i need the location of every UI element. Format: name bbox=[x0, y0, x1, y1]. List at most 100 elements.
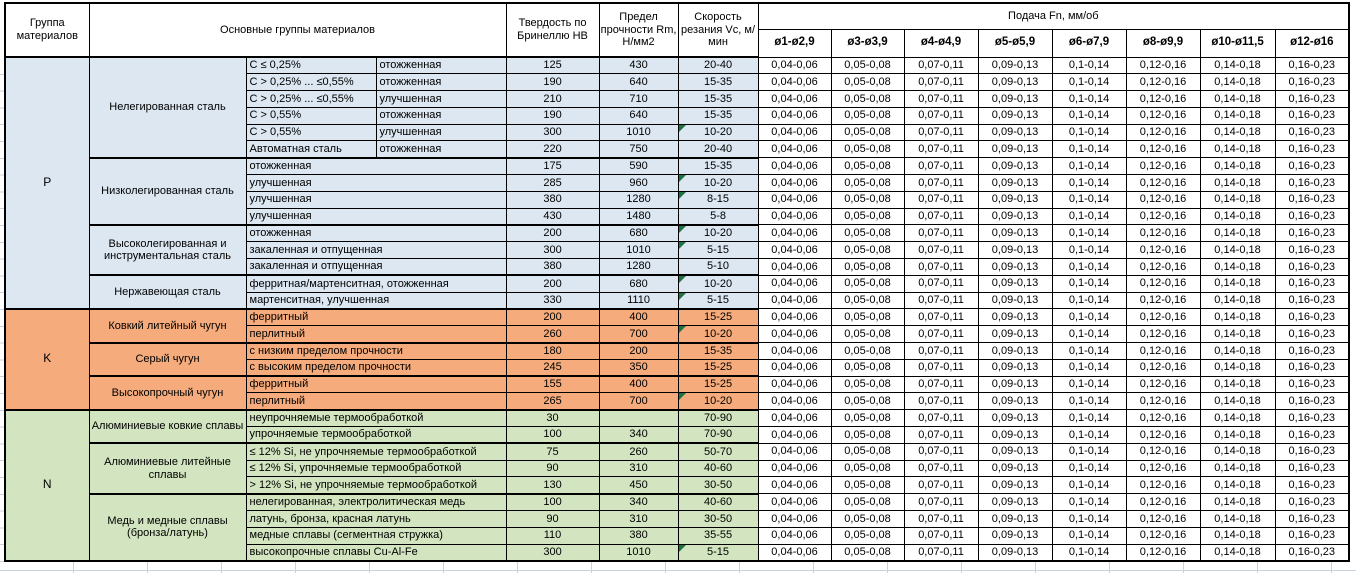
feed-cell[interactable]: 0,05-0,08 bbox=[830, 190, 905, 209]
hb-cell[interactable]: 100 bbox=[505, 492, 600, 512]
hb-cell[interactable]: 190 bbox=[505, 106, 600, 125]
feed-cell[interactable]: 0,07-0,11 bbox=[903, 56, 979, 75]
feed-cell[interactable]: 0,04-0,06 bbox=[757, 358, 832, 377]
feed-cell[interactable]: 0,07-0,11 bbox=[903, 241, 979, 260]
material-condition[interactable]: упрочняемые термообработкой bbox=[245, 426, 507, 444]
feed-cell[interactable]: 0,07-0,11 bbox=[903, 409, 979, 428]
feed-cell[interactable]: 0,04-0,06 bbox=[757, 224, 832, 243]
feed-cell[interactable]: 0,12-0,16 bbox=[1125, 342, 1201, 360]
rm-cell[interactable]: 750 bbox=[598, 140, 679, 159]
feed-cell[interactable]: 0,1-0,14 bbox=[1051, 459, 1127, 478]
vc-cell[interactable]: 8-15 bbox=[677, 190, 759, 209]
feed-cell[interactable]: 0,1-0,14 bbox=[1051, 476, 1127, 495]
feed-cell[interactable]: 0,16-0,23 bbox=[1274, 106, 1350, 125]
hb-cell[interactable]: 200 bbox=[505, 274, 600, 293]
hb-cell[interactable]: 330 bbox=[505, 291, 600, 310]
vc-cell[interactable]: 10-20 bbox=[677, 174, 759, 192]
feed-cell[interactable]: 0,04-0,06 bbox=[757, 174, 832, 192]
feed-cell[interactable]: 0,14-0,18 bbox=[1199, 526, 1276, 545]
feed-cell[interactable]: 0,1-0,14 bbox=[1051, 140, 1127, 159]
feed-cell[interactable]: 0,05-0,08 bbox=[830, 224, 905, 243]
feed-cell[interactable]: 0,07-0,11 bbox=[903, 274, 979, 293]
header-feed-col-3[interactable]: ø4-ø4,9 bbox=[903, 28, 979, 58]
vc-cell[interactable]: 15-25 bbox=[677, 358, 759, 377]
feed-cell[interactable]: 0,05-0,08 bbox=[830, 207, 905, 226]
header-hardness-hb[interactable]: Твердость по Бринеллю HB bbox=[505, 2, 600, 58]
feed-cell[interactable]: 0,16-0,23 bbox=[1274, 274, 1350, 293]
feed-cell[interactable]: 0,14-0,18 bbox=[1199, 409, 1276, 428]
rm-cell[interactable]: 1010 bbox=[598, 123, 679, 142]
feed-cell[interactable]: 0,05-0,08 bbox=[830, 73, 905, 92]
feed-cell[interactable]: 0,14-0,18 bbox=[1199, 476, 1276, 495]
feed-cell[interactable]: 0,04-0,06 bbox=[757, 426, 832, 444]
hb-cell[interactable]: 300 bbox=[505, 123, 600, 142]
material-condition-state[interactable]: улучшенная bbox=[375, 123, 507, 142]
feed-cell[interactable]: 0,04-0,06 bbox=[757, 258, 832, 276]
vc-cell[interactable]: 15-35 bbox=[677, 341, 759, 360]
feed-cell[interactable]: 0,12-0,16 bbox=[1125, 56, 1201, 75]
header-feed-col-5[interactable]: ø6-ø7,9 bbox=[1051, 28, 1127, 58]
feed-cell[interactable]: 0,07-0,11 bbox=[903, 291, 979, 310]
vc-cell[interactable]: 50-70 bbox=[677, 442, 759, 461]
feed-cell[interactable]: 0,07-0,11 bbox=[903, 392, 979, 411]
material-condition[interactable]: ≤ 12% Si, упрочняемые термообработкой bbox=[245, 459, 507, 478]
rm-cell[interactable]: 1280 bbox=[598, 190, 679, 209]
feed-cell[interactable]: 0,09-0,13 bbox=[977, 157, 1053, 176]
feed-cell[interactable]: 0,09-0,13 bbox=[977, 140, 1053, 159]
feed-cell[interactable]: 0,04-0,06 bbox=[757, 459, 832, 478]
feed-cell[interactable]: 0,09-0,13 bbox=[977, 73, 1053, 92]
material-subgroup-name[interactable]: Нелегированная сталь bbox=[88, 56, 247, 159]
vc-cell[interactable]: 40-60 bbox=[677, 492, 759, 512]
material-group-letter[interactable]: N bbox=[4, 408, 90, 562]
material-subgroup-name[interactable]: Алюминиевые ковкие сплавы bbox=[88, 408, 247, 444]
feed-cell[interactable]: 0,1-0,14 bbox=[1051, 325, 1127, 344]
feed-cell[interactable]: 0,09-0,13 bbox=[977, 358, 1053, 377]
feed-cell[interactable]: 0,14-0,18 bbox=[1199, 358, 1276, 377]
feed-cell[interactable]: 0,09-0,13 bbox=[977, 409, 1053, 428]
feed-cell[interactable]: 0,05-0,08 bbox=[830, 258, 905, 276]
feed-cell[interactable]: 0,07-0,11 bbox=[903, 358, 979, 377]
feed-cell[interactable]: 0,12-0,16 bbox=[1125, 73, 1201, 92]
material-group-letter[interactable]: P bbox=[4, 56, 90, 310]
material-condition[interactable]: перлитный bbox=[245, 325, 507, 344]
hb-cell[interactable]: 180 bbox=[505, 341, 600, 360]
feed-cell[interactable]: 0,05-0,08 bbox=[830, 392, 905, 411]
rm-cell[interactable]: 1280 bbox=[598, 258, 679, 276]
feed-cell[interactable]: 0,04-0,06 bbox=[757, 476, 832, 495]
vc-cell[interactable]: 70-90 bbox=[677, 408, 759, 428]
hb-cell[interactable]: 130 bbox=[505, 476, 600, 495]
feed-cell[interactable]: 0,14-0,18 bbox=[1199, 258, 1276, 276]
header-feed-col-1[interactable]: ø1-ø2,9 bbox=[757, 28, 832, 58]
rm-cell[interactable]: 960 bbox=[598, 174, 679, 192]
hb-cell[interactable]: 125 bbox=[505, 56, 600, 75]
feed-cell[interactable]: 0,16-0,23 bbox=[1274, 56, 1350, 75]
vc-cell[interactable]: 5-15 bbox=[677, 241, 759, 260]
feed-cell[interactable]: 0,1-0,14 bbox=[1051, 106, 1127, 125]
material-condition-composition[interactable]: C > 0,25% ... ≤0,55% bbox=[245, 73, 377, 92]
feed-cell[interactable]: 0,07-0,11 bbox=[903, 526, 979, 545]
material-subgroup-name[interactable]: Высоколегированная и инструментальная ст… bbox=[88, 223, 247, 276]
feed-cell[interactable]: 0,07-0,11 bbox=[903, 90, 979, 108]
feed-cell[interactable]: 0,05-0,08 bbox=[830, 526, 905, 545]
feed-cell[interactable]: 0,04-0,06 bbox=[757, 392, 832, 411]
rm-cell[interactable]: 310 bbox=[598, 459, 679, 478]
rm-cell[interactable]: 1110 bbox=[598, 291, 679, 310]
material-condition[interactable]: улучшенная bbox=[245, 174, 507, 192]
feed-cell[interactable]: 0,14-0,18 bbox=[1199, 106, 1276, 125]
rm-cell[interactable]: 430 bbox=[598, 56, 679, 75]
feed-cell[interactable]: 0,12-0,16 bbox=[1125, 190, 1201, 209]
feed-cell[interactable]: 0,04-0,06 bbox=[757, 342, 832, 360]
feed-cell[interactable]: 0,14-0,18 bbox=[1199, 325, 1276, 344]
feed-cell[interactable]: 0,1-0,14 bbox=[1051, 510, 1127, 528]
rm-cell[interactable]: 340 bbox=[598, 492, 679, 512]
feed-cell[interactable]: 0,14-0,18 bbox=[1199, 274, 1276, 293]
feed-cell[interactable]: 0,07-0,11 bbox=[903, 73, 979, 92]
material-condition[interactable]: отожженная bbox=[245, 223, 507, 243]
vc-cell[interactable]: 15-35 bbox=[677, 90, 759, 108]
material-condition[interactable]: медные сплавы (сегментная стружка) bbox=[245, 526, 507, 545]
header-strength-rm[interactable]: Предел прочности Rm, Н/мм2 bbox=[598, 2, 679, 58]
feed-cell[interactable]: 0,09-0,13 bbox=[977, 190, 1053, 209]
vc-cell[interactable]: 15-25 bbox=[677, 375, 759, 394]
feed-cell[interactable]: 0,04-0,06 bbox=[757, 442, 832, 461]
material-subgroup-name[interactable]: Низколегированная сталь bbox=[88, 156, 247, 226]
